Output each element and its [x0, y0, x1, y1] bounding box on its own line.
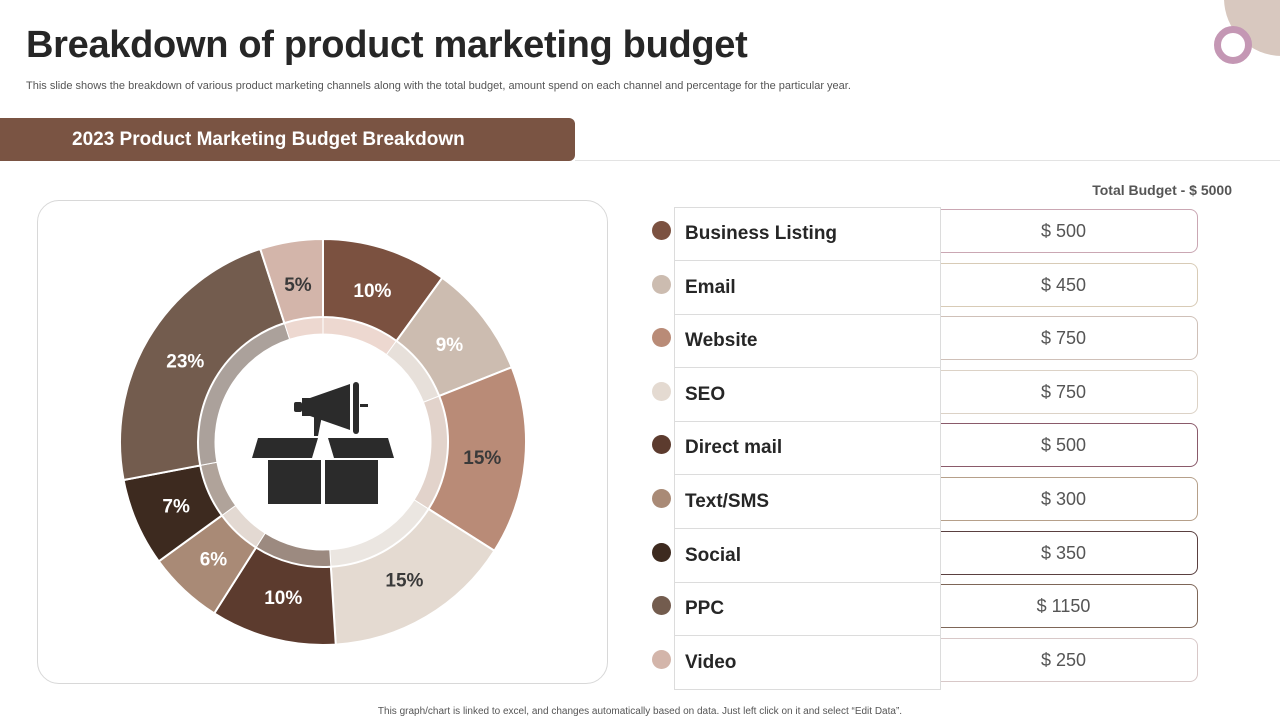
megaphone-box-icon [250, 376, 395, 511]
legend-row-social: Social [675, 530, 940, 583]
slice-label-business-listing: 10% [353, 281, 391, 302]
legend-row-email: Email [675, 262, 940, 315]
legend-dot-business-listing [652, 221, 671, 240]
legend-label: Video [685, 651, 737, 673]
total-budget-label: Total Budget - $ 5000 [1092, 182, 1232, 198]
legend-row-direct-mail: Direct mail [675, 422, 940, 476]
amount-box-text-sms: $ 300 [930, 477, 1198, 521]
amount-value: $ 1150 [1036, 596, 1091, 617]
amount-box-video: $ 250 [930, 637, 1198, 682]
legend-label: Text/SMS [685, 491, 770, 512]
amount-box-ppc: $ 1150 [930, 584, 1198, 629]
amount-value: $ 500 [1040, 221, 1087, 241]
banner-label: 2023 Product Marketing Budget Breakdown [72, 129, 465, 150]
legend-row-seo: SEO [675, 369, 940, 422]
legend-dot-seo [652, 381, 671, 401]
legend-dot-ppc [652, 596, 671, 616]
slice-label-email: 9% [436, 335, 464, 356]
legend-row-ppc: PPC [675, 583, 940, 637]
divider [575, 160, 1280, 161]
amount-box-social: $ 350 [930, 530, 1198, 575]
slice-video[interactable] [259, 237, 324, 325]
legend-label: PPC [685, 598, 725, 620]
legend-row-website: Website [675, 315, 940, 369]
legend-dot-website [652, 328, 671, 348]
slice-ppc[interactable] [119, 247, 286, 482]
slice-label-seo: 15% [385, 571, 423, 592]
slice-label-website: 15% [463, 448, 501, 469]
slice-label-text-sms: 6% [200, 550, 228, 571]
legend-label: Website [685, 330, 758, 352]
legend-dot-email [652, 274, 671, 294]
amount-box-seo: $ 750 [930, 369, 1198, 414]
amount-value: $ 500 [1040, 435, 1087, 456]
decorative-ring-icon [1214, 26, 1252, 64]
amount-box-email: $ 450 [930, 262, 1198, 307]
amount-value: $ 350 [1040, 542, 1087, 563]
section-banner: 2023 Product Marketing Budget Breakdown [0, 118, 575, 161]
legend-label: Social [685, 544, 741, 566]
legend-row-business-listing: Business Listing [675, 208, 940, 261]
amount-value: $ 450 [1040, 274, 1087, 295]
footnote: This graph/chart is linked to excel, and… [377, 706, 903, 717]
legend-row-text-sms: Text/SMS [675, 476, 940, 529]
legend-label: SEO [685, 383, 726, 405]
amount-box-business-listing: $ 500 [930, 209, 1198, 253]
amount-value: $ 750 [1040, 381, 1087, 402]
legend-dot-social [652, 542, 671, 562]
amount-box-direct-mail: $ 500 [930, 423, 1198, 468]
slice-label-social: 7% [162, 497, 190, 518]
legend-dot-direct-mail [652, 435, 671, 455]
page-title: Breakdown of product marketing budget [26, 24, 748, 66]
slice-label-video: 5% [284, 275, 312, 296]
legend-table: Business Listing Email Website SEO Direct ma… [674, 207, 941, 690]
amount-box-website: $ 750 [930, 316, 1198, 361]
page-subtitle: This slide shows the breakdown of variou… [26, 80, 851, 92]
amount-value: $ 300 [1040, 489, 1087, 509]
legend-label: Direct mail [685, 437, 783, 459]
slice-label-direct-mail: 10% [264, 588, 302, 609]
legend-label: Business Listing [685, 223, 838, 244]
legend-dot-video [652, 649, 671, 669]
legend-dot-text-sms [652, 489, 671, 508]
legend-row-video: Video [675, 637, 940, 690]
amount-value: $ 250 [1040, 649, 1087, 670]
legend-label: Email [685, 276, 736, 298]
amount-value: $ 750 [1040, 328, 1087, 349]
slice-label-ppc: 23% [166, 352, 204, 373]
